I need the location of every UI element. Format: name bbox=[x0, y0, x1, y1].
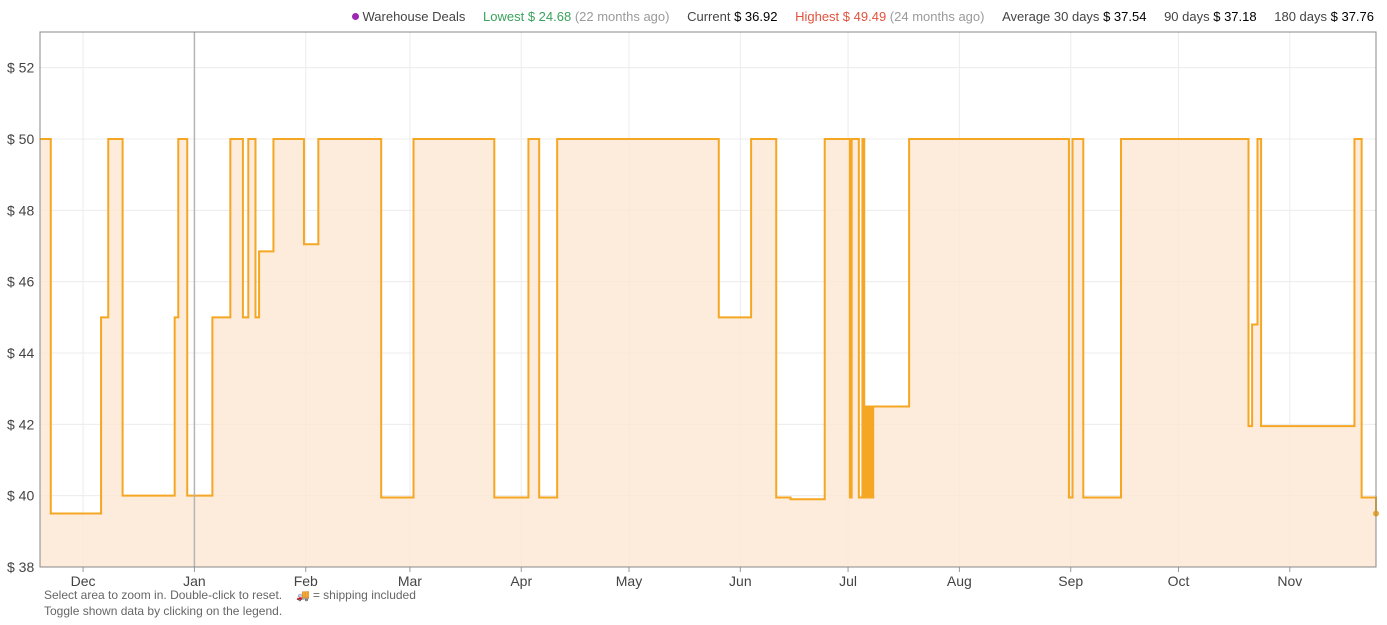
x-tick-label: Jul bbox=[839, 573, 857, 589]
x-tick-label: Dec bbox=[71, 573, 96, 589]
legend-average-90[interactable]: 90 days $ 37.18 bbox=[1164, 9, 1257, 24]
x-tick-label: Feb bbox=[294, 573, 318, 589]
y-tick-label: $ 50 bbox=[7, 131, 34, 147]
legend-warehouse-deals[interactable]: Warehouse Deals bbox=[351, 9, 465, 24]
y-tick-label: $ 42 bbox=[7, 416, 34, 432]
legend-average-30[interactable]: Average 30 days $ 37.54 bbox=[1002, 9, 1147, 24]
zoom-hint: Select area to zoom in. Double-click to … bbox=[44, 588, 283, 602]
legend-current[interactable]: Current $ 36.92 bbox=[687, 9, 778, 24]
x-tick-label: Nov bbox=[1277, 573, 1302, 589]
chart-footer: Select area to zoom in. Double-click to … bbox=[44, 588, 416, 619]
y-tick-label: $ 38 bbox=[7, 559, 34, 575]
x-tick-label: Jan bbox=[183, 573, 206, 589]
x-tick-label: Apr bbox=[510, 573, 532, 589]
y-tick-label: $ 48 bbox=[7, 202, 34, 218]
x-tick-label: Jun bbox=[729, 573, 752, 589]
truck-icon: 🚚 bbox=[296, 590, 310, 602]
shipping-note: = shipping included bbox=[312, 588, 416, 602]
y-tick-label: $ 52 bbox=[7, 60, 34, 76]
x-tick-label: Oct bbox=[1168, 573, 1190, 589]
x-tick-label: May bbox=[616, 573, 642, 589]
plot-frame bbox=[39, 31, 1377, 568]
legend-average-180[interactable]: 180 days $ 37.76 bbox=[1274, 9, 1374, 24]
x-tick-label: Aug bbox=[947, 573, 972, 589]
chart-legend: Warehouse Deals Lowest $ 24.68 (22 month… bbox=[351, 9, 1374, 24]
y-tick-label: $ 44 bbox=[7, 345, 34, 361]
y-tick-label: $ 40 bbox=[7, 488, 34, 504]
legend-highest[interactable]: Highest $ 49.49 (24 months ago) bbox=[795, 9, 985, 24]
toggle-hint: Toggle shown data by clicking on the leg… bbox=[44, 604, 283, 618]
price-area bbox=[40, 139, 1376, 567]
price-line bbox=[40, 138, 1377, 515]
x-tick-label: Sep bbox=[1058, 573, 1083, 589]
legend-lowest[interactable]: Lowest $ 24.68 (22 months ago) bbox=[482, 9, 670, 24]
warehouse-dot-icon bbox=[351, 13, 359, 20]
x-tick-label: Mar bbox=[398, 573, 422, 589]
y-tick-label: $ 46 bbox=[7, 274, 34, 290]
